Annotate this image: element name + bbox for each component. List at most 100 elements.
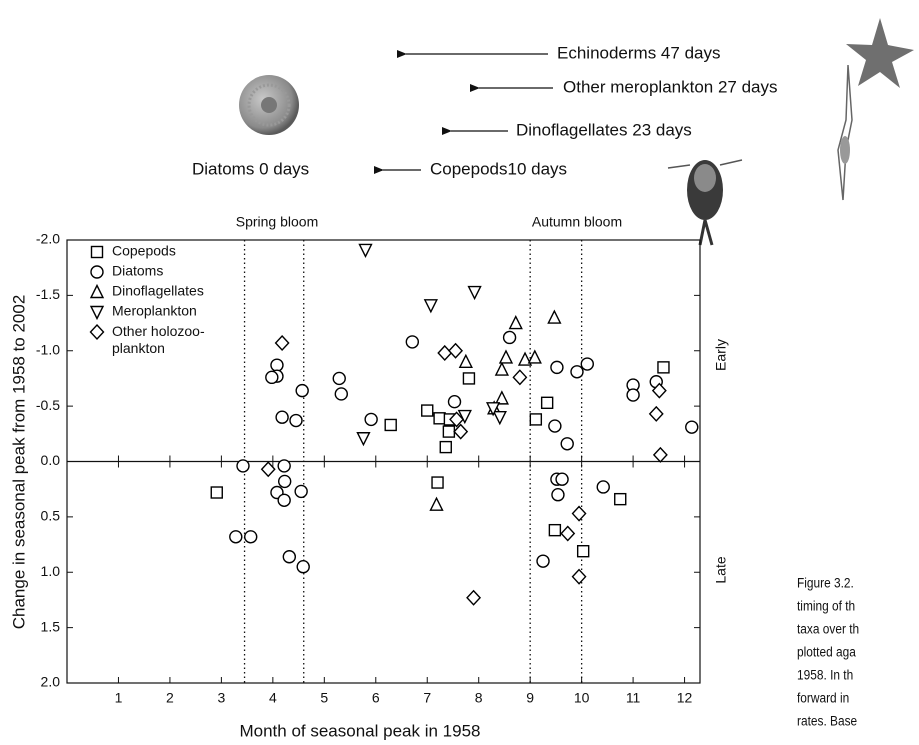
y-tick-label: 1.0 [41,563,61,579]
point [502,330,517,345]
x-tick-label: 11 [626,690,641,706]
point [555,472,569,486]
point [571,505,587,522]
annotation: Spring bloom [236,214,319,230]
point [576,545,590,558]
side-label: Late [713,556,729,583]
point [295,383,309,398]
point [429,496,444,511]
point [596,480,610,494]
x-tick-label: 5 [320,690,328,706]
point [358,243,373,259]
point [260,461,276,478]
point [494,390,509,405]
x-tick-label: 1 [115,690,123,706]
point [529,413,543,426]
point [685,420,699,434]
point [210,486,223,499]
x-tick-label: 9 [526,690,534,706]
point [364,412,378,427]
x-tick-label: 2 [166,690,174,706]
y-tick-label: 0.5 [41,508,61,524]
point [648,405,664,422]
point [442,425,456,438]
x-tick-label: 10 [574,690,590,706]
y-axis-title: Change in seasonal peak from 1958 to 200… [9,295,28,630]
starfish-illustration [846,18,914,88]
point [439,440,452,454]
x-tick-label: 6 [372,690,380,706]
point [467,285,482,301]
point [458,353,473,369]
caption-line: taxa over th [797,621,859,637]
y-tick-label: -1.0 [36,341,60,357]
point [498,349,514,364]
point [332,371,346,386]
point [277,459,291,473]
point [437,344,453,361]
caption-line: rates. Base [797,713,857,729]
point [548,419,562,433]
y-tick-label: 1.5 [41,618,61,634]
point [651,382,667,399]
lag-label: Echinoderms 47 days [557,43,720,62]
y-tick-label: 2.0 [41,674,61,690]
point [614,492,627,506]
point [244,530,258,544]
y-tick-label: -0.5 [36,397,60,413]
point [421,404,434,417]
point [423,299,438,314]
legend-label: Meroplankton [112,303,197,319]
caption-line: plotted aga [797,644,857,660]
point [657,361,670,374]
point [547,309,562,324]
lag-label: Diatoms 0 days [192,159,309,178]
legend-label: Copepods [112,243,176,259]
legend-label: Diatoms [112,263,163,279]
point [270,358,284,372]
point [277,474,292,489]
legend-label: Dinoflagellates [112,283,204,299]
legend-marker [90,265,104,279]
point [462,372,476,385]
point [282,550,297,564]
y-tick-label: -2.0 [36,231,60,247]
point [652,446,668,463]
point [431,476,444,489]
point [540,396,554,410]
y-tick-label: -1.5 [36,286,60,302]
point [433,412,446,425]
caption-line: timing of th [797,598,855,614]
copepod-illustration [667,159,743,246]
point [536,554,550,568]
point [551,488,565,502]
larva-illustration [837,64,853,201]
point [580,357,594,371]
point [277,493,291,507]
point [356,432,371,447]
point [560,437,574,451]
point [626,388,640,402]
legend-marker [89,305,105,321]
legend-label: Other holozoo-plankton [112,323,205,356]
x-axis-title: Month of seasonal peak in 1958 [239,721,480,740]
point [485,402,501,417]
legend-marker [89,283,105,299]
point [492,411,507,426]
lag-label: Other meroplankton 27 days [563,77,778,96]
y-tick-label: 0.0 [41,452,61,468]
diatom-illustration [239,75,299,135]
point [229,530,243,544]
side-label: Early [713,339,729,371]
annotation: Autumn bloom [532,214,622,230]
point [494,361,509,376]
point [457,409,472,425]
point [548,523,562,537]
lag-label: Copepods10 days [430,159,567,178]
point [512,369,528,386]
point [294,484,308,499]
caption: Figure 3.2. timing of th taxa over th pl… [797,575,859,729]
point [274,334,290,352]
legend-marker [89,323,105,341]
